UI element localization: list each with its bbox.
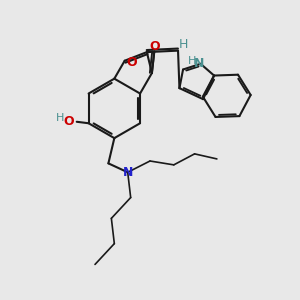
Text: N: N [194,57,204,70]
Text: O: O [127,56,137,69]
Text: O: O [149,40,160,53]
Text: H: H [188,56,196,66]
Text: H: H [56,113,64,123]
Text: O: O [63,115,74,128]
Text: N: N [122,166,133,179]
Text: H: H [178,38,188,51]
